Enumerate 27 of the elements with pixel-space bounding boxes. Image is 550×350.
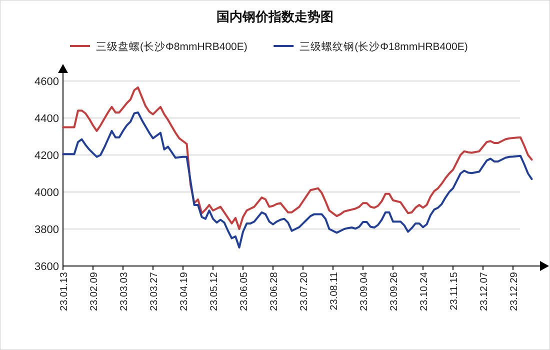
x-tick-label: 23.11.15 bbox=[449, 272, 460, 310]
y-tick-label: 4600 bbox=[34, 76, 59, 88]
x-tick-label: 23.12.07 bbox=[479, 272, 490, 311]
x-tick-label: 23.04.19 bbox=[179, 272, 190, 311]
x-tick-label: 23.12.29 bbox=[509, 272, 520, 311]
x-tick-label: 23.10.24 bbox=[419, 272, 430, 311]
y-tick-label: 4400 bbox=[34, 113, 59, 125]
line-series bbox=[62, 86, 533, 230]
x-tick-label: 23.01.13 bbox=[59, 272, 70, 311]
x-tick-label: 23.08.11 bbox=[329, 272, 340, 310]
x-tick-label: 23.09.04 bbox=[359, 272, 370, 311]
x-tick-label: 23.02.09 bbox=[89, 272, 100, 311]
x-tick-label: 23.03.27 bbox=[149, 272, 160, 311]
x-tick-label: 23.06.28 bbox=[269, 272, 280, 311]
legend-label: 三级盘螺(长沙Φ8mmHRB400E) bbox=[96, 40, 248, 53]
line-series bbox=[62, 111, 533, 248]
y-tick-label: 4000 bbox=[34, 187, 59, 199]
legend-label: 三级螺纹钢(长沙Φ18mmHRB400E) bbox=[300, 40, 468, 53]
x-tick-label: 23.03.03 bbox=[119, 272, 130, 311]
y-tick-label: 4200 bbox=[34, 150, 59, 162]
x-tick-label: 23.06.05 bbox=[239, 272, 250, 311]
y-tick-label: 3800 bbox=[34, 224, 59, 236]
x-tick-label: 23.05.12 bbox=[209, 272, 220, 311]
x-tick-label: 23.09.26 bbox=[389, 272, 400, 311]
x-tick-label: 23.07.20 bbox=[299, 272, 310, 311]
y-tick-label: 3600 bbox=[34, 261, 59, 273]
chart-title: 国内钢价指数走势图 bbox=[216, 9, 334, 24]
